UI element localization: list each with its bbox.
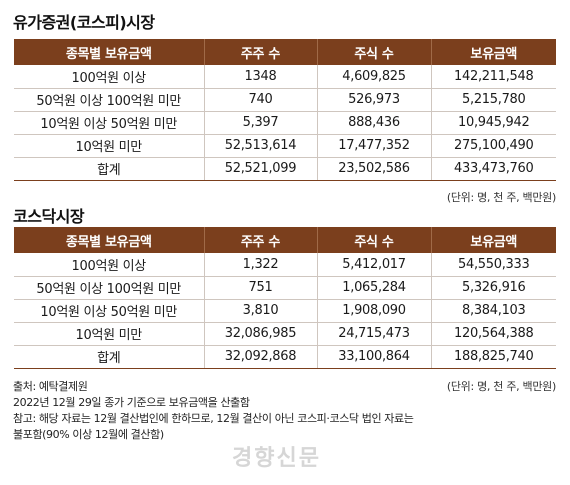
table-header-row: 종목별 보유금액 주주 수 주식 수 보유금액 xyxy=(14,227,556,253)
footnotes: 출처: 예탁결제원 2022년 12월 29일 종가 기준으로 보유금액을 산출… xyxy=(13,379,533,443)
table-cell: 188,825,740 xyxy=(431,345,556,369)
table-cell: 100억원 이상 xyxy=(14,65,205,89)
table-cell: 54,550,333 xyxy=(431,253,556,277)
column-header-shares: 주식 수 xyxy=(317,39,432,65)
table-cell: 142,211,548 xyxy=(431,65,556,89)
table-cell: 1348 xyxy=(204,65,318,89)
table-cell: 4,609,825 xyxy=(317,65,432,89)
table-cell: 합계 xyxy=(14,345,205,369)
table-cell: 10억원 이상 50억원 미만 xyxy=(14,299,205,323)
table-cell: 10,945,942 xyxy=(431,111,556,135)
column-header-shareholders: 주주 수 xyxy=(204,39,318,65)
table-cell: 5,397 xyxy=(204,111,318,135)
table-row: 100억원 이상 1348 4,609,825 142,211,548 xyxy=(14,65,556,89)
table-cell: 120,564,388 xyxy=(431,322,556,346)
table-row: 10억원 미만 52,513,614 17,477,352 275,100,49… xyxy=(14,134,556,158)
table-cell: 1,065,284 xyxy=(317,276,432,300)
table-row: 100억원 이상 1,322 5,412,017 54,550,333 xyxy=(14,253,556,277)
table-cell: 33,100,864 xyxy=(317,345,432,369)
source-note: 출처: 예탁결제원 xyxy=(13,380,88,393)
table-cell: 1,908,090 xyxy=(317,299,432,323)
kosdaq-holdings-table: 종목별 보유금액 주주 수 주식 수 보유금액 100억원 이상 1,322 5… xyxy=(14,227,556,369)
table-cell: 5,215,780 xyxy=(431,88,556,112)
kosdaq-unit-note: (단위: 명, 천 주, 백만원) xyxy=(446,380,556,393)
table-cell: 24,715,473 xyxy=(317,322,432,346)
table-cell: 8,384,103 xyxy=(431,299,556,323)
table-cell: 52,521,099 xyxy=(204,157,318,181)
table-row: 10억원 미만 32,086,985 24,715,473 120,564,38… xyxy=(14,322,556,346)
column-header-holding-range: 종목별 보유금액 xyxy=(14,227,205,253)
kosdaq-section-title: 코스닥시장 xyxy=(13,207,85,226)
table-cell: 526,973 xyxy=(317,88,432,112)
reference-note: 참고: 해당 자료는 12월 결산법인에 한하므로, 12월 결산이 아닌 코스… xyxy=(13,412,414,425)
table-cell: 합계 xyxy=(14,157,205,181)
column-header-holding-amount: 보유금액 xyxy=(431,39,556,65)
basis-note: 2022년 12월 29일 종가 기준으로 보유금액을 산출함 xyxy=(13,396,250,409)
table-cell: 751 xyxy=(204,276,318,300)
table-row: 10억원 이상 50억원 미만 3,810 1,908,090 8,384,10… xyxy=(14,299,556,323)
column-header-holding-amount: 보유금액 xyxy=(431,227,556,253)
table-cell: 10억원 미만 xyxy=(14,322,205,346)
column-header-shareholders: 주주 수 xyxy=(204,227,318,253)
table-cell: 10억원 이상 50억원 미만 xyxy=(14,111,205,135)
table-cell: 32,092,868 xyxy=(204,345,318,369)
publisher-watermark: 경향신문 xyxy=(232,445,321,471)
table-cell: 32,086,985 xyxy=(204,322,318,346)
table-header-row: 종목별 보유금액 주주 수 주식 수 보유금액 xyxy=(14,39,556,65)
table-row: 50억원 이상 100억원 미만 751 1,065,284 5,326,916 xyxy=(14,276,556,300)
table-cell: 5,412,017 xyxy=(317,253,432,277)
table-cell: 23,502,586 xyxy=(317,157,432,181)
table-cell: 5,326,916 xyxy=(431,276,556,300)
table-cell: 50억원 이상 100억원 미만 xyxy=(14,88,205,112)
table-cell: 10억원 미만 xyxy=(14,134,205,158)
table-row: 10억원 이상 50억원 미만 5,397 888,436 10,945,942 xyxy=(14,111,556,135)
table-cell: 17,477,352 xyxy=(317,134,432,158)
column-header-shares: 주식 수 xyxy=(317,227,432,253)
table-cell: 50억원 이상 100억원 미만 xyxy=(14,276,205,300)
table-cell: 433,473,760 xyxy=(431,157,556,181)
table-cell: 888,436 xyxy=(317,111,432,135)
column-header-holding-range: 종목별 보유금액 xyxy=(14,39,205,65)
kospi-section-title: 유가증권(코스피)시장 xyxy=(13,13,155,32)
table-cell: 1,322 xyxy=(204,253,318,277)
table-cell: 740 xyxy=(204,88,318,112)
table-cell: 275,100,490 xyxy=(431,134,556,158)
reference-note-continued: 불포함(90% 이상 12월에 결산함) xyxy=(13,428,164,441)
kospi-holdings-table: 종목별 보유금액 주주 수 주식 수 보유금액 100억원 이상 1348 4,… xyxy=(14,39,556,181)
table-total-row: 합계 52,521,099 23,502,586 433,473,760 xyxy=(14,157,556,181)
table-row: 50억원 이상 100억원 미만 740 526,973 5,215,780 xyxy=(14,88,556,112)
kospi-unit-note: (단위: 명, 천 주, 백만원) xyxy=(446,191,556,204)
table-cell: 100억원 이상 xyxy=(14,253,205,277)
table-total-row: 합계 32,092,868 33,100,864 188,825,740 xyxy=(14,345,556,369)
table-cell: 3,810 xyxy=(204,299,318,323)
table-cell: 52,513,614 xyxy=(204,134,318,158)
